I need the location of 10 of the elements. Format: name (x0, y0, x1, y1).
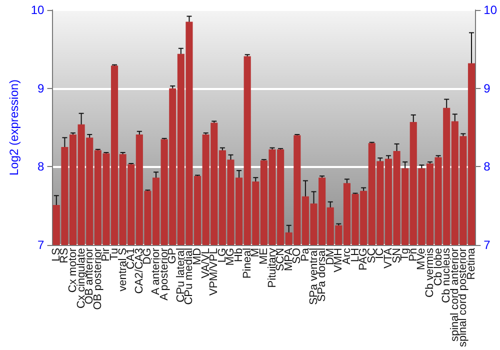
y-tick-label: 9 (38, 81, 45, 96)
y-axis-title: Log2 (expression) (7, 79, 21, 176)
y-tick-label: 7 (38, 238, 45, 252)
y-tick-label: 8 (38, 160, 45, 174)
y2-tick-label: 7 (484, 238, 491, 252)
x-tick-label: Tg (399, 248, 412, 261)
y-tick-label: 10 (30, 3, 45, 17)
y2-tick-label: 9 (484, 81, 491, 96)
y2-tick-label: 10 (484, 3, 498, 17)
y2-tick-label: 8 (484, 160, 491, 174)
